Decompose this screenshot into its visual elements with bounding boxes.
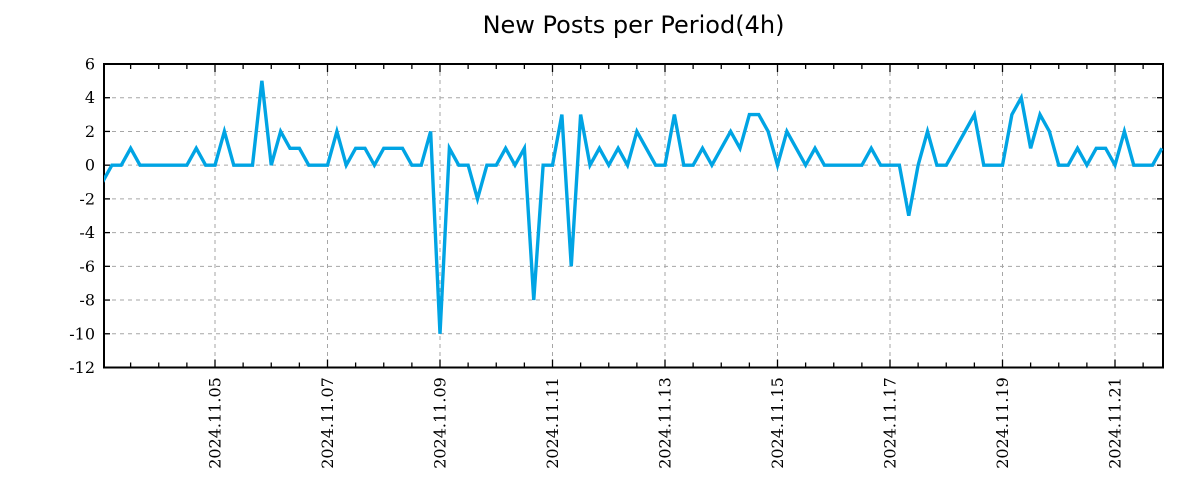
chart-title: New Posts per Period(4h)	[482, 11, 785, 39]
y-tick-label: -10	[69, 324, 95, 343]
y-tick-label: -2	[79, 189, 95, 208]
x-tick-label: 2024.11.07	[318, 377, 337, 469]
x-tick-label: 2024.11.09	[431, 377, 450, 469]
y-tick-label: 6	[85, 55, 95, 74]
y-tick-label: 4	[85, 88, 95, 107]
x-tick-label: 2024.11.05	[206, 377, 225, 469]
y-tick-label: 0	[85, 156, 95, 175]
x-tick-label: 2024.11.15	[768, 377, 787, 469]
y-tick-label: -4	[79, 223, 95, 242]
x-tick-label: 2024.11.21	[1106, 377, 1125, 469]
y-tick-label: -6	[79, 257, 95, 276]
x-tick-label: 2024.11.13	[656, 377, 675, 469]
series-line	[104, 80, 1163, 334]
x-tick-label: 2024.11.17	[881, 377, 900, 469]
y-tick-label: 2	[85, 122, 95, 141]
x-tick-label: 2024.11.19	[993, 377, 1012, 469]
x-tick-label: 2024.11.11	[543, 377, 562, 469]
y-tick-label: -12	[69, 358, 95, 377]
plot-border	[103, 63, 1164, 369]
y-tick-label: -8	[79, 291, 95, 310]
